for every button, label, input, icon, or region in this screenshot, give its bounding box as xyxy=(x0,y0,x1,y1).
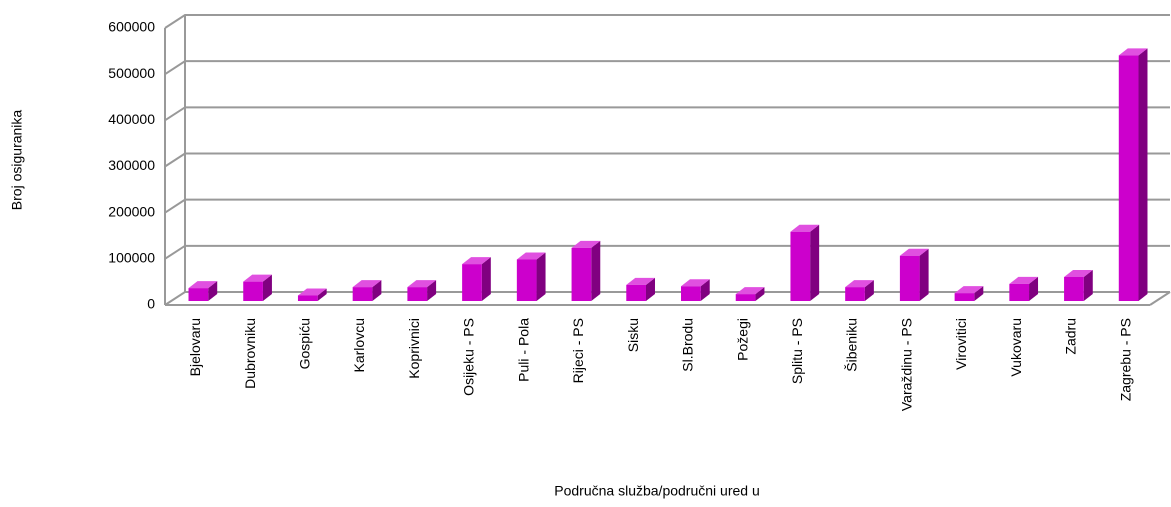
y-tick-label: 100000 xyxy=(108,250,155,266)
bar xyxy=(845,280,874,301)
x-tick-label: Puli - Pola xyxy=(515,318,531,382)
x-tick-label: Sl.Brodu xyxy=(680,318,696,372)
x-tick-label: Vukovaru xyxy=(1008,318,1024,377)
x-tick-label: Zagrebu - PS xyxy=(1117,318,1133,401)
grid-line xyxy=(164,198,1170,214)
y-tick-label: 200000 xyxy=(108,203,155,219)
x-tick-label: Gospiću xyxy=(297,318,313,369)
y-tick-label: 0 xyxy=(147,296,155,312)
x-tick-label: Splitu - PS xyxy=(789,318,805,384)
grid-line xyxy=(164,106,1170,122)
x-tick-label: Karlovcu xyxy=(351,318,367,372)
bar xyxy=(516,252,546,301)
x-tick-label: Dubrovniku xyxy=(242,318,258,389)
grid-line xyxy=(164,291,1170,306)
bar xyxy=(188,281,218,301)
bar xyxy=(1064,269,1093,301)
grid-line xyxy=(164,152,1170,168)
bar xyxy=(681,279,710,301)
x-tick-label: Sisku xyxy=(625,318,641,352)
bar xyxy=(1009,276,1039,301)
bar xyxy=(243,274,272,301)
bar xyxy=(407,280,437,301)
bar xyxy=(1118,48,1148,301)
x-tick-label: Rijeci - PS xyxy=(570,318,586,383)
x-tick-label: Bjelovaru xyxy=(187,318,203,376)
bar xyxy=(790,224,820,301)
grid-line xyxy=(164,14,1170,29)
y-tick-label: 500000 xyxy=(108,65,155,81)
bar xyxy=(571,240,601,301)
bar xyxy=(899,248,929,301)
y-tick-label: 300000 xyxy=(108,157,155,173)
y-axis-title: Broj osiguranika xyxy=(9,110,25,211)
y-tick-label: 600000 xyxy=(108,19,155,35)
grid-line xyxy=(164,244,1170,260)
x-tick-label: Varaždinu - PS xyxy=(898,318,914,411)
bar xyxy=(297,288,327,301)
grid-line xyxy=(164,60,1170,76)
x-tick-label: Šibeniku xyxy=(844,318,860,372)
bar xyxy=(626,277,655,301)
x-tick-label: Požegi xyxy=(734,318,750,361)
bar xyxy=(462,257,491,301)
x-tick-label: Virovitici xyxy=(953,318,969,370)
y-tick-label: 400000 xyxy=(108,111,155,127)
x-tick-label: Koprivnici xyxy=(406,318,422,379)
bar xyxy=(735,287,765,301)
bar xyxy=(954,286,984,301)
x-tick-label: Osijeku - PS xyxy=(461,318,477,396)
x-tick-label: Zadru xyxy=(1063,318,1079,355)
x-axis-title: Područna služba/područni ured u xyxy=(554,483,759,499)
bar xyxy=(352,280,382,301)
axis-wall xyxy=(1149,291,1171,306)
